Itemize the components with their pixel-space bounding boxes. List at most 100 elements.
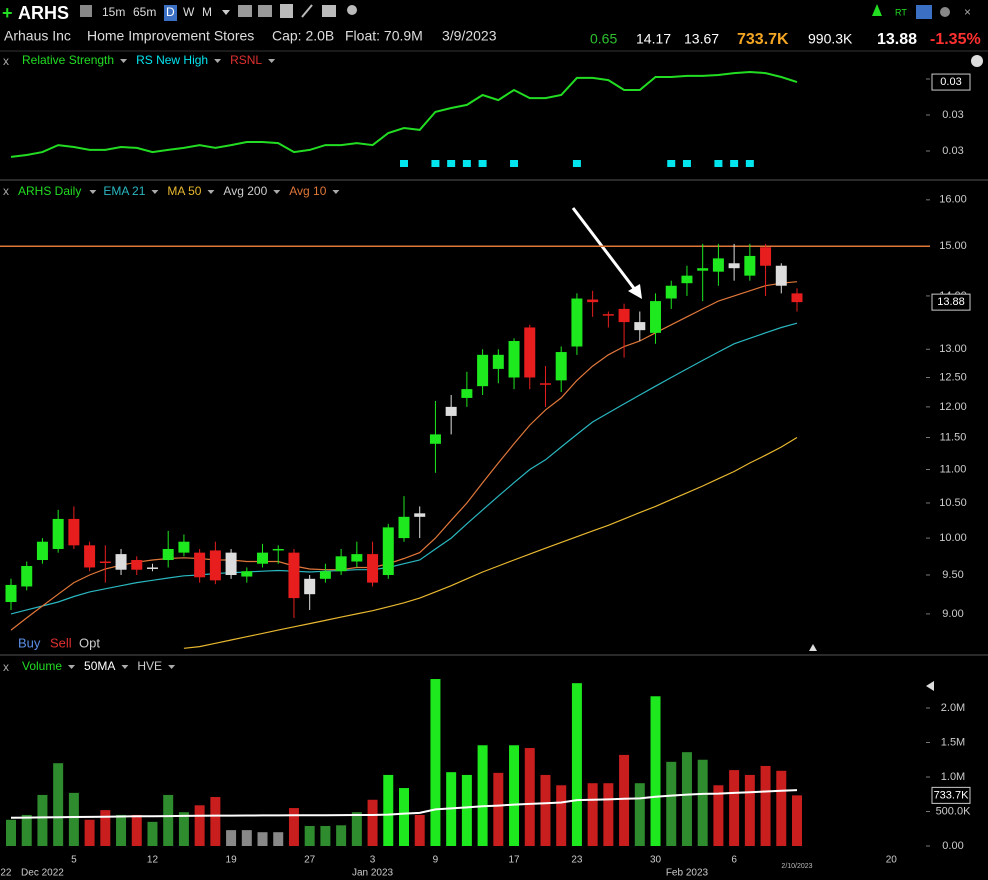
interval[interactable]: 15m [102, 5, 125, 19]
candle-body [587, 299, 599, 303]
legend-dropdown[interactable] [273, 190, 281, 194]
candle-body [791, 293, 803, 303]
icon[interactable]: RT [895, 7, 907, 17]
volume-bar [336, 825, 347, 846]
icon[interactable] [347, 5, 357, 15]
volume-bar [697, 759, 708, 846]
legend-dropdown[interactable] [168, 665, 176, 669]
symbol[interactable]: ARHS [18, 3, 69, 23]
legend-dropdown[interactable] [89, 190, 97, 194]
candle-body [99, 561, 111, 564]
candle-body [760, 247, 772, 266]
candle-body [257, 552, 269, 564]
volume-bar [131, 814, 142, 846]
legend-item[interactable]: 50MA [84, 659, 115, 673]
legend-dropdown[interactable] [214, 59, 222, 63]
legend-title[interactable]: ARHS Daily [18, 184, 81, 198]
last-price: 13.88 [877, 31, 917, 48]
candle-body [84, 545, 96, 568]
volume-bar [210, 797, 221, 846]
close-pane[interactable]: x [3, 54, 9, 68]
close[interactable]: × [964, 5, 971, 19]
legend-item[interactable]: Avg 200 [223, 184, 267, 198]
interval[interactable]: D [166, 5, 175, 19]
volume-bar [414, 814, 425, 846]
quote-value: 990.3K [808, 31, 853, 47]
dropdown[interactable] [222, 10, 230, 15]
close-pane[interactable]: x [3, 660, 9, 674]
x-tick-label: 6 [731, 855, 737, 866]
candle-body [602, 314, 614, 316]
candle-body [477, 354, 489, 387]
legend-item[interactable]: HVE [137, 659, 162, 673]
trade-button[interactable]: Buy [18, 635, 41, 650]
last-value-box [931, 786, 971, 804]
legend-item[interactable]: Relative Strength [22, 53, 114, 67]
settings-icon[interactable] [971, 55, 983, 67]
y-tick-label: 1.0M [941, 771, 965, 783]
legend-dropdown[interactable] [121, 665, 129, 669]
last-value-label: 733.7K [934, 789, 970, 801]
marker [926, 681, 934, 691]
x-tick-label: 3 [370, 855, 376, 866]
icon[interactable] [80, 5, 92, 17]
y-tick-label: 9.50 [942, 569, 963, 581]
trade-button[interactable]: Sell [50, 635, 72, 650]
volume-bar [226, 830, 237, 846]
candle-body [697, 268, 709, 271]
candle-body [146, 567, 158, 569]
legend-dropdown[interactable] [207, 190, 215, 194]
icon[interactable] [280, 4, 293, 18]
candle-body [414, 513, 426, 517]
interval[interactable]: 65m [133, 5, 156, 19]
icon[interactable] [301, 4, 313, 18]
y-tick-label: 500.0K [936, 805, 972, 817]
legend-dropdown[interactable] [332, 190, 340, 194]
new-high-marker [510, 160, 519, 167]
legend-dropdown[interactable] [151, 190, 159, 194]
y-tick-label: 11.00 [940, 463, 967, 475]
trade-button[interactable]: Opt [79, 635, 100, 650]
add-icon[interactable]: + [2, 3, 13, 23]
volume-bar [760, 765, 771, 846]
volume-bar [571, 683, 582, 846]
icon[interactable] [322, 5, 336, 17]
y-tick-label: 15.00 [939, 240, 967, 252]
icon[interactable] [940, 7, 950, 17]
quote-volume: 733.7K [737, 31, 789, 48]
interval[interactable]: M [202, 5, 212, 19]
volume-bar [21, 814, 32, 846]
legend-dropdown[interactable] [120, 59, 128, 63]
legend-item[interactable]: MA 50 [167, 184, 201, 198]
x-tick-label: 9 [433, 855, 439, 866]
volume-bar [524, 748, 535, 846]
legend-dropdown[interactable] [268, 59, 276, 63]
icon[interactable] [238, 5, 252, 17]
icon[interactable] [258, 5, 272, 17]
icon[interactable] [916, 5, 932, 19]
volume-bar [493, 772, 504, 846]
interval[interactable]: W [183, 5, 195, 19]
legend-item[interactable]: Avg 10 [289, 184, 326, 198]
close-pane[interactable]: x [3, 184, 9, 198]
legend-item[interactable]: EMA 21 [103, 184, 145, 198]
interval-selected [164, 5, 177, 21]
volume-bar [163, 794, 174, 846]
candle-body [492, 354, 504, 369]
annotation-arrow [571, 207, 638, 292]
x-tick-label: 5 [71, 855, 77, 866]
legend-item[interactable]: RS New High [136, 53, 208, 67]
y-tick-label: 16.00 [939, 194, 967, 206]
volume-bar [147, 821, 158, 846]
volume-bar [241, 830, 252, 846]
legend-item[interactable]: RSNL [230, 53, 262, 67]
candle-body [36, 541, 48, 561]
x-month-label: Dec 2022 [21, 868, 64, 879]
volume-bar [792, 795, 802, 846]
candle-body [68, 518, 80, 546]
quote-value: 13.67 [684, 31, 719, 47]
star-icon[interactable] [872, 4, 882, 16]
legend-item[interactable]: Volume [22, 659, 62, 673]
legend-dropdown[interactable] [68, 665, 76, 669]
